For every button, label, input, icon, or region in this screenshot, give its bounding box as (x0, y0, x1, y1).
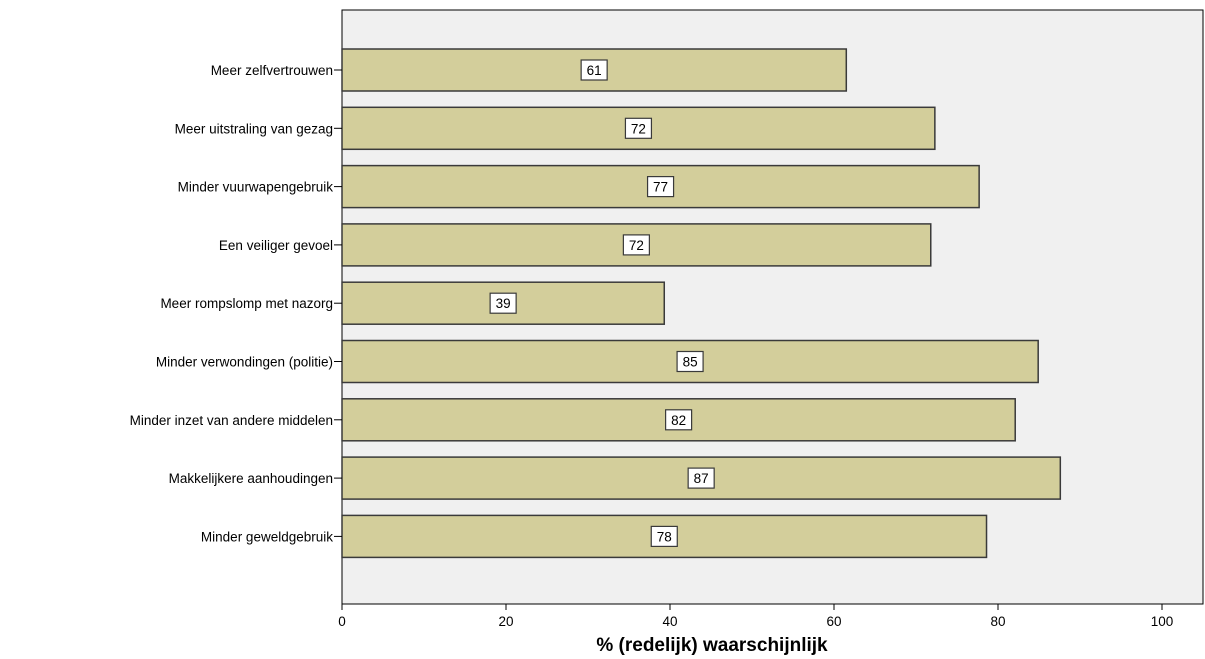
x-tick-label: 20 (498, 614, 513, 629)
category-label: Meer rompslomp met nazorg (160, 296, 333, 311)
x-tick-label: 0 (338, 614, 346, 629)
data-label: 72 (631, 121, 646, 136)
data-label: 87 (694, 471, 709, 486)
data-label-box (676, 350, 704, 373)
category-label: Minder inzet van andere middelen (130, 413, 333, 428)
data-label-box (665, 409, 693, 431)
data-label-box (624, 117, 653, 139)
category-label: Een veiliger gevoel (219, 238, 333, 253)
category-label: Makkelijkere aanhoudingen (169, 471, 333, 486)
x-tick-label: 80 (990, 614, 1005, 629)
category-label: Meer uitstraling van gezag (175, 121, 333, 136)
category-label: Minder vuurwapengebruik (178, 180, 334, 195)
data-label: 78 (657, 529, 672, 544)
category-label: Minder geweldgebruik (201, 529, 333, 544)
x-tick-label: 100 (1151, 614, 1174, 629)
x-axis-label: % (redelijk) waarschijnlijk (596, 635, 828, 656)
data-label-box (687, 467, 715, 489)
x-axis-ticks: 0 20 40 60 80 100 (338, 604, 1173, 629)
data-label: 61 (587, 63, 602, 78)
data-label: 72 (629, 238, 644, 253)
data-label-box (646, 176, 675, 198)
data-label: 39 (496, 296, 511, 311)
data-label-box (489, 292, 517, 314)
data-label: 77 (653, 180, 668, 195)
x-tick-label: 40 (662, 614, 677, 629)
data-label-box (622, 234, 650, 256)
category-label: Minder verwondingen (politie) (156, 355, 333, 370)
category-labels: Meer zelfvertrouwen Meer uitstraling van … (130, 63, 342, 544)
bars: 61 72 77 72 39 85 82 87 78 (341, 48, 1062, 559)
data-label-box (580, 59, 608, 81)
category-label: Meer zelfvertrouwen (211, 63, 333, 78)
data-label: 82 (671, 413, 686, 428)
x-tick-label: 60 (826, 614, 841, 629)
data-label: 85 (683, 355, 698, 370)
data-label-box (650, 525, 678, 548)
